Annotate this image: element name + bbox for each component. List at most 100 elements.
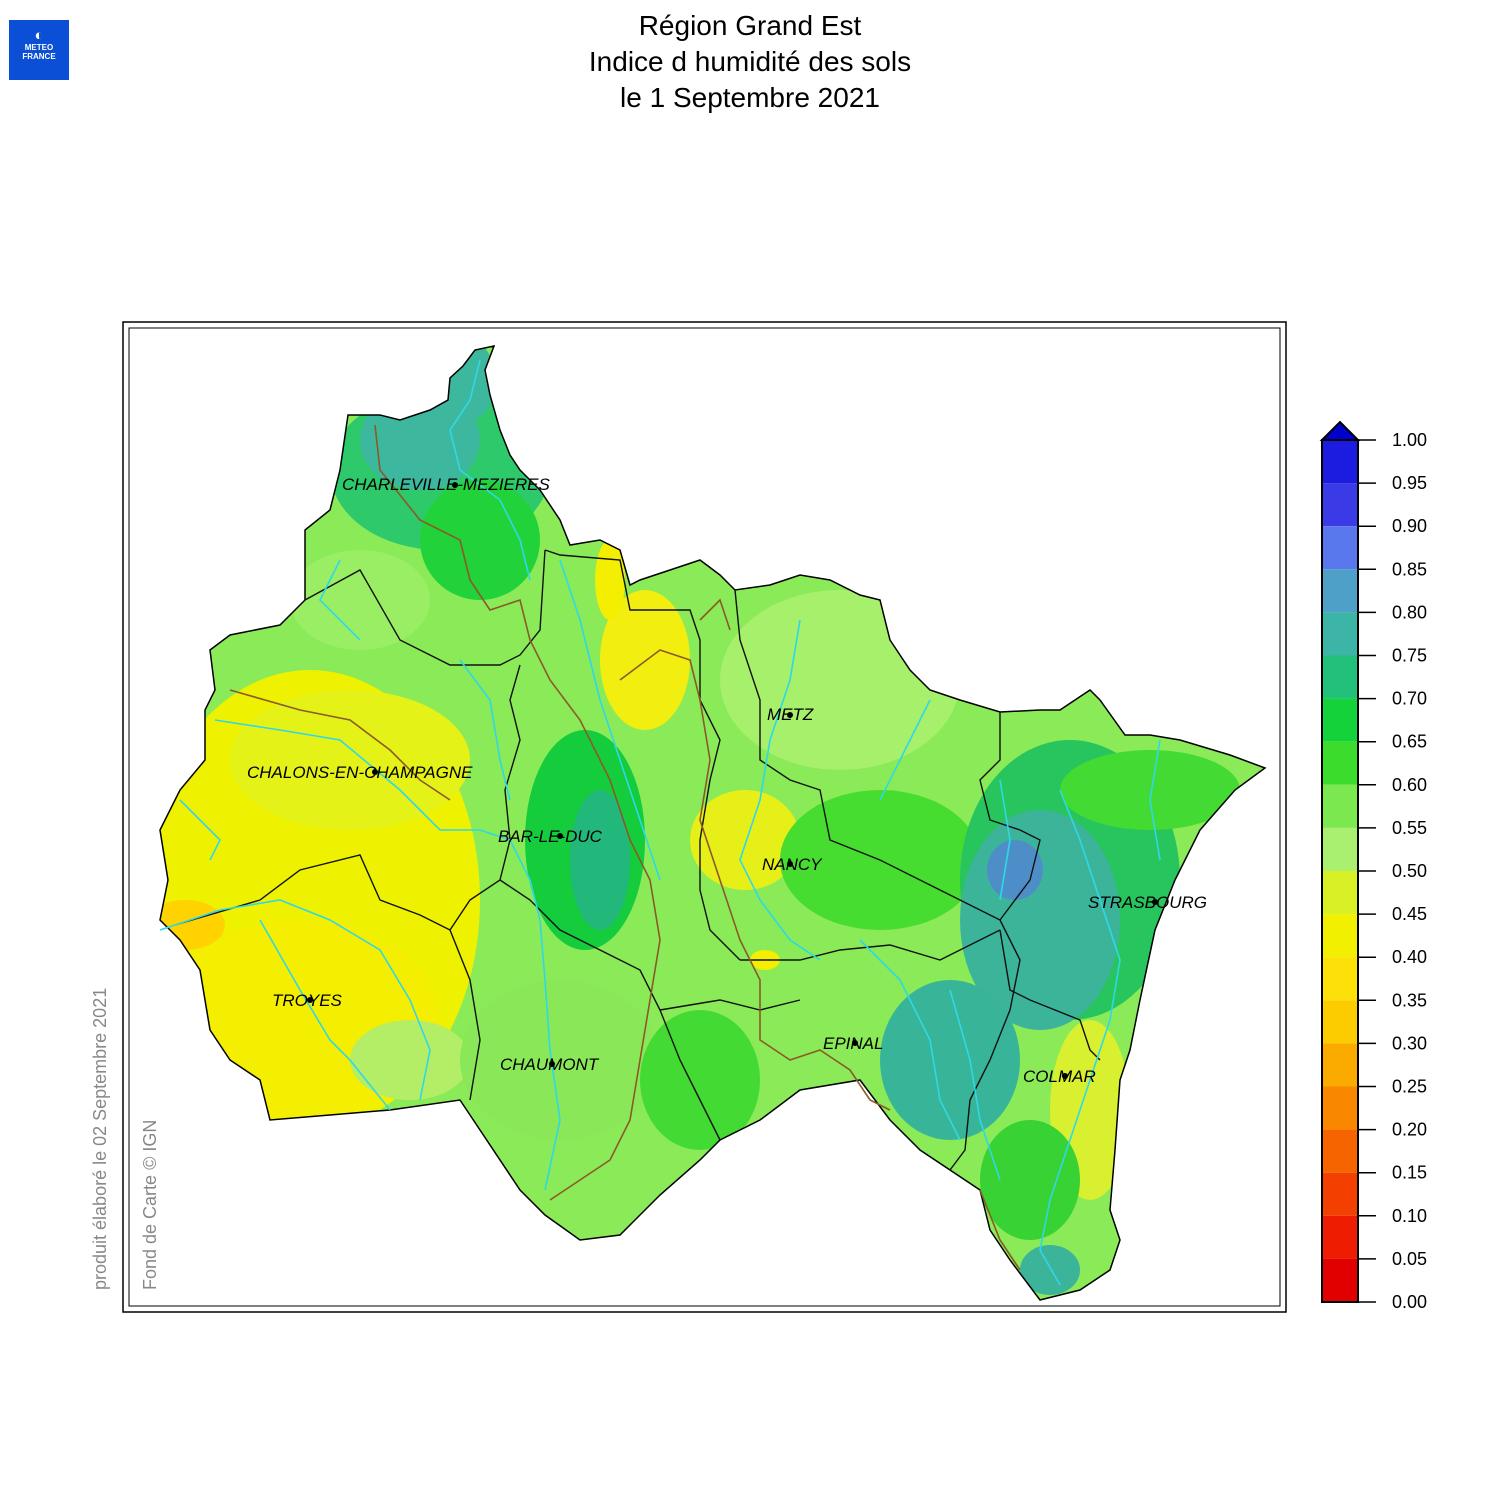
city-label: BAR-LE-DUC (498, 827, 603, 846)
city-marker-strasbourg (1152, 899, 1158, 905)
legend-swatch (1322, 698, 1358, 742)
legend-swatch (1322, 526, 1358, 570)
colour-scale-legend: 1.00 0.95 0.90 0.85 0.80 0.75 0.70 0.65 0.60 0.55… (1319, 420, 1427, 1312)
river-moselle-upper (859, 939, 961, 1141)
basin-doubs (979, 1189, 1021, 1271)
legend-tick-label: 0.05 (1392, 1249, 1427, 1269)
river-seine-troyes (259, 919, 391, 1111)
legend-tick-label: 0.25 (1392, 1077, 1427, 1097)
river-west-tributary (179, 799, 221, 861)
river-aisne-south (459, 659, 511, 801)
city-label: CHALONS-EN-CHAMPAGNE (247, 763, 473, 782)
boundary-ardennes-marne (304, 549, 546, 666)
legend-tick-label: 0.40 (1392, 947, 1427, 967)
legend-tick-label: 0.60 (1392, 775, 1427, 795)
legend-tick-label: 0.80 (1392, 602, 1427, 622)
city-label: CHARLEVILLE-MEZIERES (342, 475, 550, 494)
legend-swatch (1322, 655, 1358, 699)
river-moselle (739, 619, 821, 961)
city-labels: CHARLEVILLE-MEZIERES METZ CHALONS-EN-CHA… (247, 475, 1207, 1086)
wet-zone-haute-marne-east (640, 1010, 760, 1150)
river-nied (879, 699, 931, 801)
legend-swatch (1322, 1043, 1358, 1087)
basin-marne-aisne (229, 689, 451, 801)
humidity-field (160, 346, 1265, 1300)
legend-swatch (1322, 1086, 1358, 1130)
logo-glyph-icon: ◐ (34, 27, 44, 44)
boundary-aube (174, 854, 481, 1101)
logo-line-1: METEO (24, 43, 54, 52)
map-frame-outer (122, 321, 1287, 1313)
boundary-haute-marne-meuse (499, 879, 721, 1141)
city-marker-troyes (307, 997, 313, 1003)
legend-tick-label: 0.15 (1392, 1163, 1427, 1183)
river-meuse-upper (559, 559, 661, 881)
legend-tick-label: 0.45 (1392, 904, 1427, 924)
legend-swatch (1322, 784, 1358, 828)
legend-swatch (1322, 741, 1358, 785)
dry-zone-toul (690, 790, 800, 890)
department-boundaries (174, 549, 1101, 1171)
city-label: COLMAR (1023, 1067, 1096, 1086)
dry-zone-meuse (600, 590, 690, 730)
city-label: TROYES (272, 991, 343, 1010)
rivers (159, 359, 1161, 1286)
legend-tick-label: 1.00 (1392, 430, 1427, 450)
dry-zone-chalons (230, 690, 470, 830)
boundary-moselle-bas-rhin (979, 712, 1041, 921)
city-label: STRASBOURG (1088, 893, 1207, 912)
legend-tick-label: 0.20 (1392, 1120, 1427, 1140)
city-label: CHAUMONT (500, 1055, 600, 1074)
basin-meuse-moselle (619, 649, 891, 1111)
city-label: METZ (767, 705, 814, 724)
very-wet-zone-south-tip (1020, 1245, 1080, 1295)
legend-swatch (1322, 612, 1358, 656)
legend-swatch (1322, 871, 1358, 915)
legend-tick-label: 0.50 (1392, 861, 1427, 881)
production-date-credit: produit élaboré le 02 Septembre 2021 (90, 987, 110, 1290)
mid-zone-metz (720, 590, 960, 770)
city-marker-charleville (452, 482, 458, 488)
basin-meuse-seine (374, 424, 661, 1201)
city-marker-colmar (1062, 1073, 1068, 1079)
map-title-block: Région Grand Est Indice d humidité des s… (0, 8, 1500, 116)
saturated-spot-vosges (987, 840, 1043, 900)
legend-swatch (1322, 483, 1358, 527)
legend-tick-label: 0.75 (1392, 646, 1427, 666)
legend-swatch (1322, 1215, 1358, 1259)
wet-zone-sundgau (980, 1120, 1080, 1240)
legend-tick-label: 0.35 (1392, 990, 1427, 1010)
title-region: Région Grand Est (638, 10, 862, 41)
logo-line-2: FRANCE (22, 52, 56, 61)
city-label: EPINAL (823, 1034, 883, 1053)
boundary-vosges-haut-rhin (949, 919, 1021, 1171)
city-marker-metz (787, 712, 793, 718)
city-marker-nancy (787, 861, 793, 867)
city-label: NANCY (762, 855, 823, 874)
city-marker-bar-le-duc (557, 833, 563, 839)
legend-tick-label: 0.95 (1392, 473, 1427, 493)
legend-swatch (1322, 827, 1358, 871)
river-marne (214, 719, 561, 1191)
city-marker-chalons (372, 769, 378, 775)
title-indicator: Indice d humidité des sols (588, 46, 912, 77)
legend-swatch (1322, 1000, 1358, 1044)
legend-swatch (1322, 569, 1358, 613)
boundary-moselle-meurthe (734, 589, 1001, 921)
very-wet-zone-bar-le-duc (570, 790, 630, 930)
very-wet-zone-epinal (880, 980, 1020, 1140)
basin-meuse-north (699, 598, 731, 631)
mid-zone-chaumont (460, 980, 660, 1140)
legend-swatch (1322, 1172, 1358, 1216)
river-sarre (999, 779, 1011, 901)
legend-swatch (1322, 1258, 1358, 1302)
basin-boundaries (229, 424, 1021, 1271)
mid-zone-north-west (290, 550, 430, 650)
basemap-credit: Fond de Carte © IGN (140, 1119, 160, 1290)
map-frame-inner (128, 327, 1281, 1307)
river-seine (159, 899, 431, 1101)
wet-zone-north-south (420, 480, 540, 600)
boundary-meurthe-vosges (740, 929, 1001, 961)
dry-spot-west (160, 900, 225, 950)
boundary-bas-haut-rhin (999, 929, 1101, 1061)
